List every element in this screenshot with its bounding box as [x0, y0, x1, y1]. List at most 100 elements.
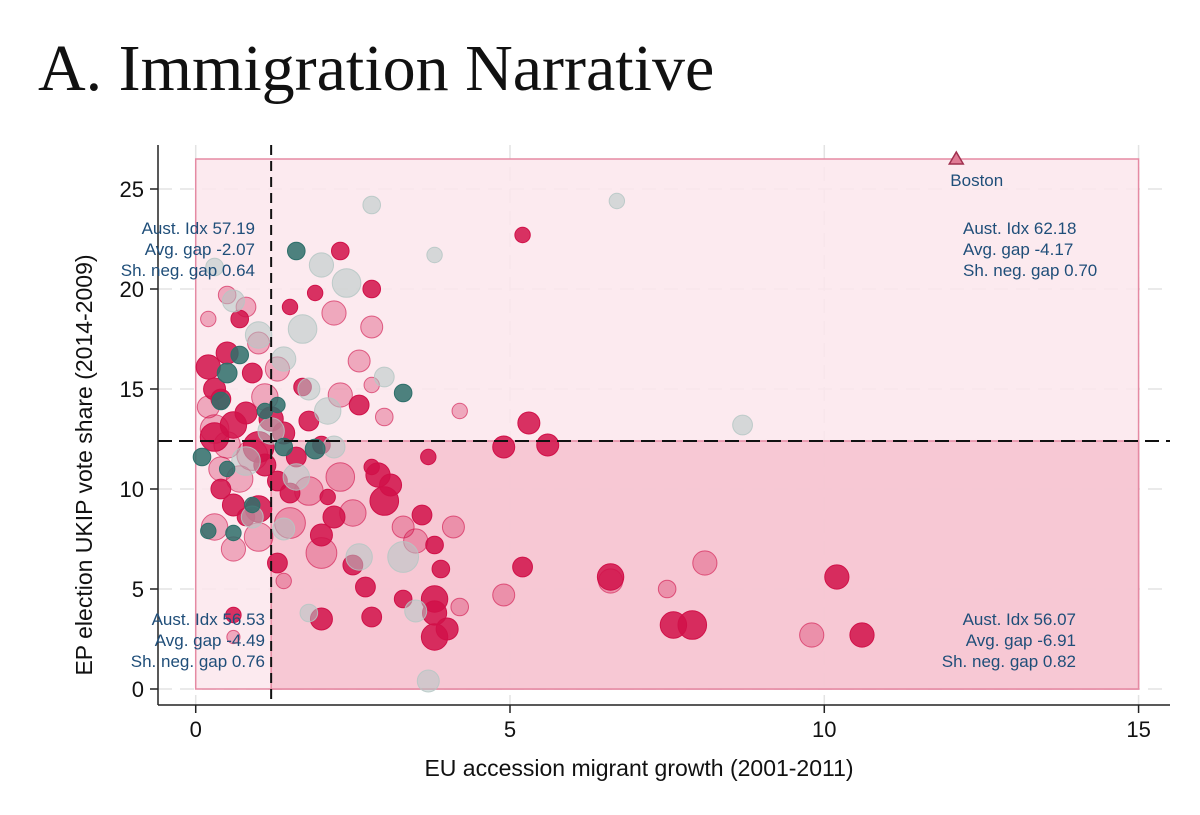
data-point [416, 669, 440, 693]
data-point [199, 422, 230, 452]
data-point [849, 622, 875, 648]
data-point [347, 349, 371, 373]
annotation-top-right: Aust. Idx 62.18 [963, 219, 1076, 238]
data-point [393, 383, 413, 403]
data-point [282, 463, 310, 491]
data-point [325, 462, 356, 492]
data-point [677, 610, 708, 640]
data-point [373, 366, 395, 388]
data-point [363, 458, 380, 476]
annotation-bottom-right: Sh. neg. gap 0.82 [942, 652, 1076, 671]
data-point [331, 268, 362, 298]
data-point [824, 564, 850, 590]
data-point [441, 515, 465, 539]
data-point [512, 556, 533, 578]
annotation-bottom-left: Aust. Idx 56.53 [152, 610, 265, 629]
boston-marker [947, 150, 965, 165]
y-tick-label: 10 [120, 477, 144, 502]
data-point [275, 572, 292, 590]
data-point [425, 535, 444, 555]
data-point [274, 437, 294, 457]
annotation-top-left: Sh. neg. gap 0.64 [121, 261, 255, 280]
data-point [322, 435, 346, 459]
data-point [271, 346, 297, 372]
data-point [362, 195, 382, 215]
data-point [321, 300, 347, 326]
data-point [451, 402, 468, 420]
data-point [287, 314, 318, 344]
data-point [431, 559, 451, 579]
data-point [314, 397, 342, 425]
data-point [657, 579, 677, 599]
data-point [297, 377, 321, 401]
annotation-top-right: Avg. gap -4.17 [963, 240, 1073, 259]
data-point [339, 499, 367, 527]
data-point [391, 515, 415, 539]
data-point [435, 617, 459, 641]
y-tick-label: 20 [120, 277, 144, 302]
annotation-bottom-right: Avg. gap -6.91 [966, 631, 1076, 650]
data-point [404, 599, 428, 623]
data-point [799, 622, 825, 648]
y-tick-label: 25 [120, 177, 144, 202]
data-point [355, 576, 376, 598]
data-point [420, 448, 437, 466]
boston-label: Boston [950, 171, 1003, 190]
data-point [205, 257, 224, 277]
annotation-top-left: Avg. gap -2.07 [145, 240, 255, 259]
x-axis-title: EU accession migrant growth (2001-2011) [424, 755, 853, 781]
data-point [692, 550, 718, 576]
data-point [348, 394, 370, 416]
x-tick-label: 10 [812, 717, 836, 742]
data-point [536, 433, 560, 457]
data-point [267, 552, 288, 574]
data-point [199, 414, 230, 444]
data-point [225, 524, 242, 542]
annotation-top-left: Aust. Idx 57.19 [142, 219, 255, 238]
annotation-bottom-left: Sh. neg. gap 0.76 [131, 652, 265, 671]
data-point [492, 435, 516, 459]
data-point [195, 354, 221, 380]
x-tick-label: 0 [190, 717, 202, 742]
data-point [450, 597, 470, 617]
data-point [226, 629, 241, 645]
data-point [330, 241, 350, 261]
data-point [256, 402, 274, 420]
y-tick-label: 0 [132, 677, 144, 702]
data-point [360, 315, 384, 339]
annotation-bottom-right: Aust. Idx 56.07 [963, 610, 1076, 629]
data-point [200, 522, 217, 540]
data-point [218, 460, 236, 478]
data-point [211, 391, 231, 411]
data-point [517, 411, 541, 435]
data-point [374, 407, 394, 427]
data-point [309, 523, 333, 547]
data-point [308, 252, 335, 278]
data-point [221, 289, 245, 313]
data-point [597, 568, 624, 594]
x-tick-label: 15 [1126, 717, 1150, 742]
data-point [200, 310, 217, 328]
data-point [244, 321, 273, 349]
chart-title: A. Immigration Narrative [38, 32, 715, 105]
data-point [732, 414, 753, 436]
data-point [216, 362, 238, 384]
x-tick-label: 5 [504, 717, 516, 742]
data-point [426, 246, 443, 264]
data-point [230, 345, 250, 365]
data-point [305, 537, 338, 569]
data-point [379, 473, 403, 497]
data-point [514, 226, 531, 244]
data-point [387, 541, 420, 573]
data-point [281, 298, 299, 316]
data-point [231, 446, 261, 476]
data-point [304, 438, 326, 460]
data-point [319, 488, 336, 506]
data-point [234, 401, 258, 425]
data-point [361, 606, 383, 628]
data-point [362, 279, 382, 299]
annotation-top-right: Sh. neg. gap 0.70 [963, 261, 1097, 280]
data-point [286, 241, 306, 261]
annotation-bottom-left: Avg. gap -4.49 [155, 631, 265, 650]
